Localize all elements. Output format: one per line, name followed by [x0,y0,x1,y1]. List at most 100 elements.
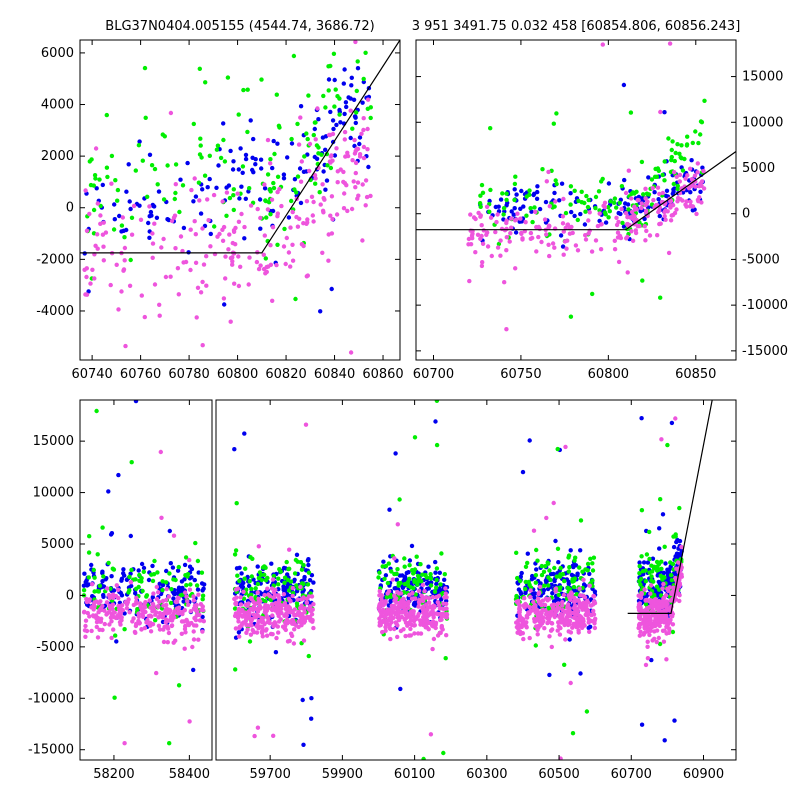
plot-frame [415,39,737,361]
data-point [320,250,325,255]
data-point [145,194,150,199]
data-point [434,594,439,600]
data-point [140,588,145,594]
data-point [555,546,561,551]
data-point [143,115,148,121]
data-point [555,446,560,452]
data-point [389,569,394,574]
data-point [545,560,550,565]
data-point [328,63,333,69]
data-point [150,241,156,246]
data-point [193,617,199,623]
data-point [519,570,524,576]
data-point [270,165,275,171]
data-point [276,576,281,581]
data-point [484,232,489,237]
data-point [122,245,128,251]
data-point [258,263,263,268]
data-point [433,625,438,631]
data-point [517,613,522,618]
data-point [83,634,88,639]
data-point [306,594,312,599]
data-point [256,575,262,581]
data-point [236,254,241,259]
data-point [95,589,100,594]
plot-frame-left [79,399,213,761]
data-point [85,583,90,588]
data-point [590,561,595,566]
data-point [641,632,646,637]
data-point [147,235,152,240]
data-point [564,246,569,251]
data-point [684,143,690,148]
data-point [699,183,704,188]
data-point [94,624,100,630]
data-point [550,241,556,246]
data-point [243,566,248,571]
data-point [200,226,205,231]
data-point [644,210,649,215]
data-point [663,217,668,222]
data-point [639,508,645,513]
data-point [557,574,563,579]
data-point [638,616,643,621]
data-point [100,182,106,188]
data-point [263,198,268,203]
data-point [123,343,128,349]
data-point [637,560,642,565]
data-point [513,230,519,235]
data-point [678,574,683,579]
data-point [165,640,170,645]
data-point [614,205,619,210]
y-tick-label: 0 [66,588,74,603]
data-point [665,567,670,572]
data-point [582,200,587,206]
data-point [658,109,663,115]
data-point [115,198,120,203]
data-point [651,579,656,584]
data-point [412,578,417,583]
data-point [626,207,631,212]
data-point [418,562,423,567]
data-point [412,435,418,440]
data-point [640,610,645,615]
data-point [547,568,552,573]
data-point [534,249,539,254]
data-point [195,587,201,592]
data-point [655,564,660,569]
data-point [192,577,197,583]
data-point [298,200,304,206]
plot-frame [79,39,401,361]
panel-top-left: 60740 60760 60780 60800 60820 60840 60860-4000… [36,19,403,382]
series-blue [81,400,684,747]
data-point [655,166,661,171]
data-point [313,176,318,181]
data-point [290,209,295,215]
data-point [660,615,666,620]
data-point [570,625,575,630]
data-point [111,567,117,572]
data-point [355,59,360,64]
data-point [247,186,252,191]
points-top-left [82,40,373,355]
data-point [238,146,243,151]
data-point [684,204,689,209]
data-point [529,209,534,214]
data-point [552,245,557,250]
data-point [199,155,204,160]
data-point [269,586,275,591]
data-point [306,570,312,575]
y-tick-label: -10000 [28,691,74,706]
data-point [222,159,228,164]
data-point [95,635,101,640]
data-point [289,631,294,636]
data-point [321,93,326,99]
data-point [176,596,181,601]
data-point [334,146,339,151]
data-point [590,568,596,573]
data-point [329,286,334,292]
data-point [307,604,313,609]
data-point [444,595,449,600]
data-point [251,136,256,142]
data-point [128,580,134,585]
